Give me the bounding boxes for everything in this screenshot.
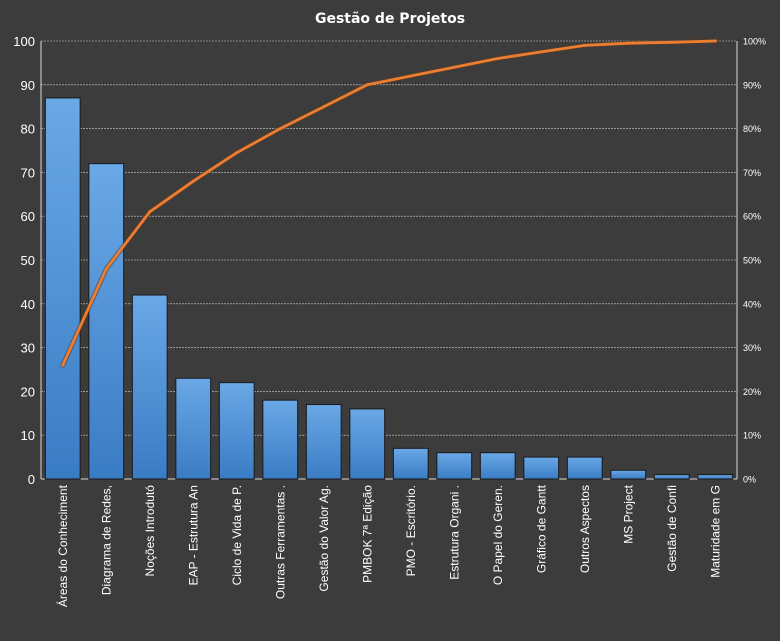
x-category-label: Ciclo de Vida de P. xyxy=(230,485,244,585)
y-right-tick-label: 30% xyxy=(743,343,761,353)
cumulative-point xyxy=(670,40,674,44)
y-right-tick-label: 50% xyxy=(743,256,761,266)
bar xyxy=(566,456,603,480)
cumulative-point xyxy=(409,74,413,78)
x-category-label: Outras Ferramentas . xyxy=(273,485,287,599)
cumulative-point xyxy=(235,151,239,155)
cumulative-point xyxy=(365,83,369,87)
x-category-label: Estrutura Organi . xyxy=(447,485,461,580)
bar xyxy=(392,447,429,480)
y-right-tick-label: 40% xyxy=(743,299,761,309)
y-left-tick-label: 90 xyxy=(21,78,35,93)
x-category-label: Noções Introdutó xyxy=(143,485,157,577)
y-left-tick-label: 100 xyxy=(13,34,35,49)
cumulative-point xyxy=(278,127,282,131)
bar-series xyxy=(44,97,734,480)
cumulative-point xyxy=(322,105,326,109)
y-left-tick-label: 50 xyxy=(21,253,35,268)
x-category-label: Diagrama de Redes, xyxy=(99,485,113,595)
x-category-label: Gestão de Confi xyxy=(665,485,679,572)
y-left-tick-label: 60 xyxy=(21,209,35,224)
y-right-tick-label: 100% xyxy=(743,37,766,47)
y-right-tick-label: 10% xyxy=(743,431,761,441)
cumulative-point xyxy=(713,39,717,43)
y-left-tick-label: 10 xyxy=(21,428,35,443)
y-right-tick-label: 90% xyxy=(743,80,761,90)
bar xyxy=(653,474,690,480)
x-category-label: PMBOK 7ª Edição xyxy=(360,485,374,583)
bar xyxy=(697,474,734,480)
y-right-tick-label: 0% xyxy=(743,475,756,485)
bar xyxy=(218,382,255,480)
cumulative-point xyxy=(583,43,587,47)
x-category-label: Maturidade em G xyxy=(708,485,722,578)
y-left-tick-label: 80 xyxy=(21,122,35,137)
x-category-label: MS Project xyxy=(621,484,635,543)
bar xyxy=(610,469,647,480)
y-right-tick-label: 80% xyxy=(743,124,761,134)
bar xyxy=(305,404,342,480)
x-category-label: PMO - Escritório. xyxy=(404,485,418,576)
cumulative-point xyxy=(452,65,456,69)
y-right-tick-label: 60% xyxy=(743,212,761,222)
chart-title: Gestão de Projetos xyxy=(315,11,465,27)
bar xyxy=(88,163,125,480)
bar xyxy=(262,399,299,480)
bar xyxy=(523,456,560,480)
y-left-tick-label: 40 xyxy=(21,297,35,312)
cumulative-point xyxy=(148,210,152,214)
x-category-label: EAP - Estrutura An xyxy=(186,485,200,586)
bar xyxy=(131,294,168,480)
cumulative-point xyxy=(626,41,630,45)
x-category-label: Áreas do Conheciment xyxy=(55,484,70,607)
x-category-label: Gráfico de Gantt xyxy=(534,484,548,573)
x-category-label: O Papel do Geren. xyxy=(491,485,505,585)
tick-labels: 0 10 20 30 40 50 60 70 80 90 100 0% 10% 20% 30% 40% 50% 6… xyxy=(13,34,766,607)
y-right-tick-label: 20% xyxy=(743,387,761,397)
cumulative-point xyxy=(104,267,108,271)
y-left-tick-label: 0 xyxy=(28,472,35,487)
cumulative-point xyxy=(496,57,500,60)
y-right-tick-label: 70% xyxy=(743,168,761,178)
bar xyxy=(349,408,386,480)
bar xyxy=(479,452,516,480)
x-category-label: Outros Aspectos xyxy=(578,485,592,573)
bar xyxy=(44,97,81,480)
y-left-tick-label: 20 xyxy=(21,384,35,399)
cumulative-point xyxy=(191,179,195,183)
cumulative-point xyxy=(61,363,65,367)
y-left-tick-label: 70 xyxy=(21,165,35,180)
cumulative-line xyxy=(61,39,717,367)
y-left-tick-label: 30 xyxy=(21,341,35,356)
cumulative-point xyxy=(539,50,543,54)
cumulative-line-series xyxy=(60,38,718,368)
bar xyxy=(436,452,473,480)
bar xyxy=(175,377,212,480)
x-category-label: Gestão do Valor Ag. xyxy=(317,485,331,592)
